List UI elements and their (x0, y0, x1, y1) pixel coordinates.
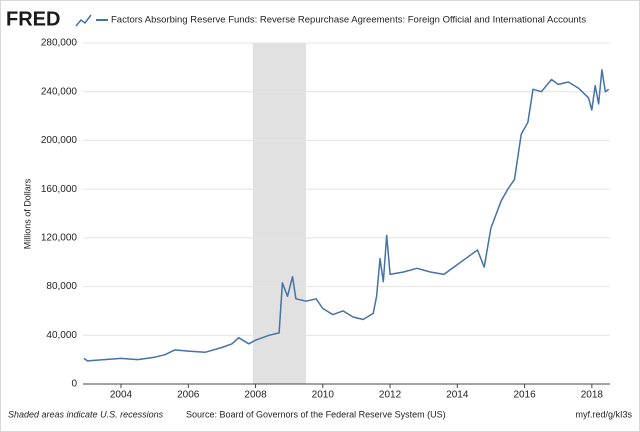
x-tick-label: 2004 (110, 390, 133, 401)
y-tick-label: 240,000 (41, 86, 78, 97)
chart-title: Factors Absorbing Reserve Funds: Reverse… (111, 15, 586, 26)
x-tick-label: 2010 (312, 390, 335, 401)
x-tick-label: 2016 (513, 390, 536, 401)
x-tick-label: 2014 (446, 390, 469, 401)
link[interactable]: myf.red/g/kI3s (575, 409, 632, 419)
x-tick-label: 2008 (244, 390, 267, 401)
logo: FRED (6, 8, 60, 30)
logo-icon (75, 14, 92, 27)
y-tick-label: 0 (71, 379, 77, 390)
y-tick-label: 200,000 (41, 135, 78, 146)
y-axis-label: Millions of Dollars (22, 178, 32, 249)
series-line (83, 69, 610, 362)
y-tick-label: 80,000 (46, 281, 77, 292)
y-tick-label: 40,000 (46, 330, 77, 341)
y-tick-label: 120,000 (41, 232, 78, 243)
y-tick-label: 280,000 (41, 38, 78, 49)
x-tick-label: 2012 (379, 390, 402, 401)
footnote: Shaded areas indicate U.S. recessions (8, 409, 164, 419)
source: Source: Board of Governors of the Federa… (186, 409, 446, 419)
x-tick-label: 2006 (177, 390, 200, 401)
y-tick-label: 160,000 (41, 184, 78, 195)
x-tick-label: 2018 (581, 390, 604, 401)
